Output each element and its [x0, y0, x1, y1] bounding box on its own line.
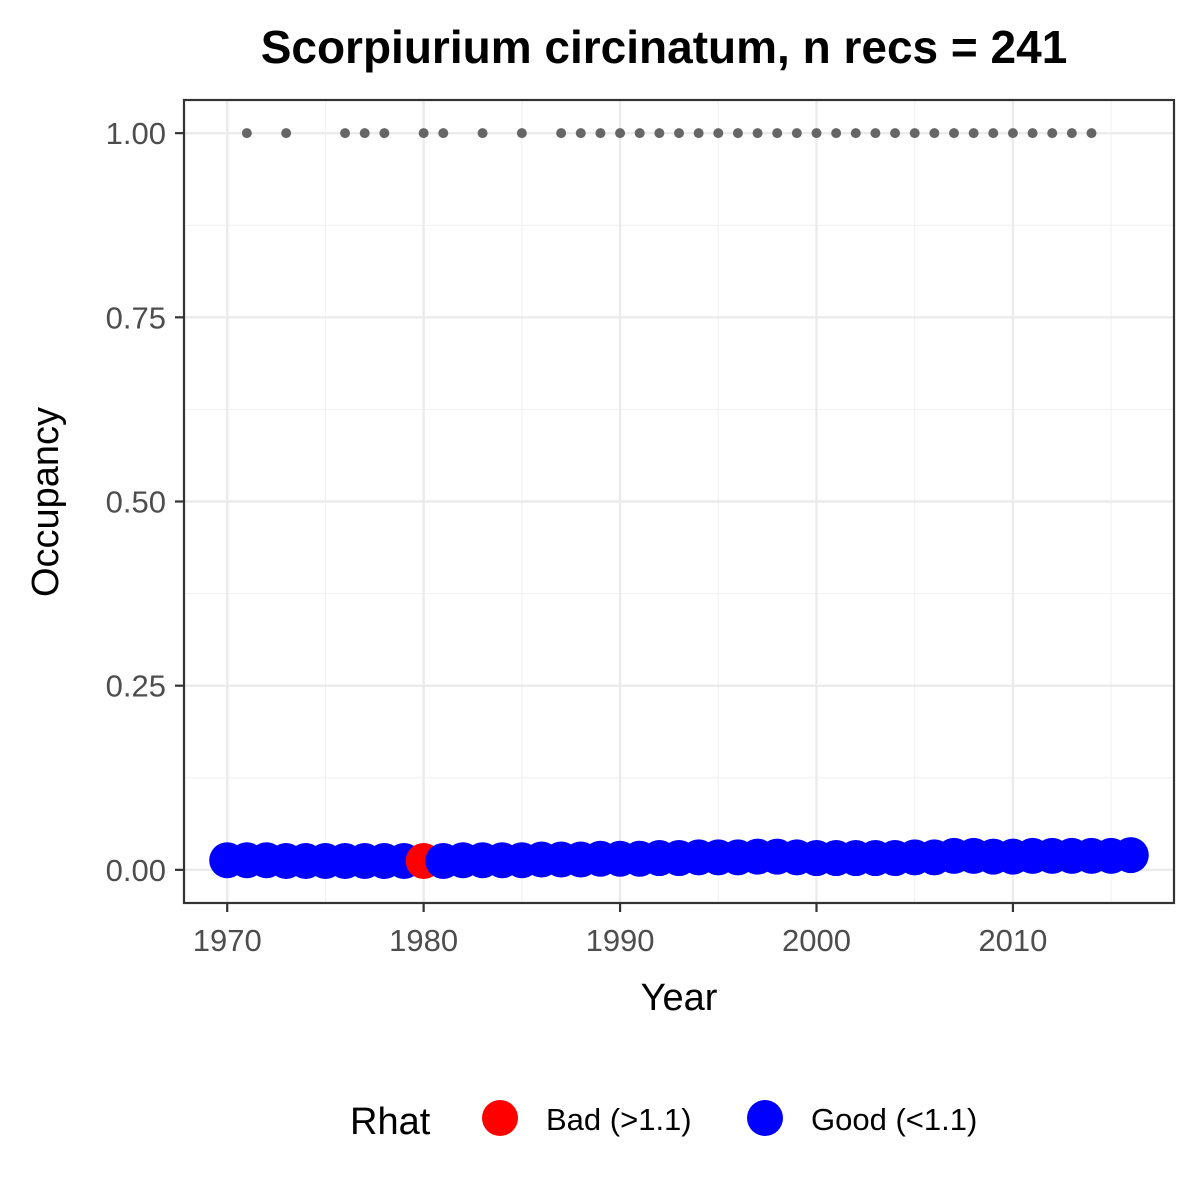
x-tick-label: 1980	[389, 923, 458, 958]
y-tick-label: 0.75	[106, 300, 166, 335]
record-point	[968, 128, 979, 139]
legend-title: Rhat	[350, 1101, 431, 1143]
axes: 1970 1980 1990 2000 2010 0.00 0.25 0.50 0.75 1.00	[106, 116, 1048, 958]
y-tick-label: 1.00	[106, 116, 166, 151]
x-tick-label: 2000	[782, 923, 851, 958]
record-point	[241, 128, 252, 139]
record-point	[516, 128, 527, 139]
legend-label-bad: Bad (>1.1)	[546, 1102, 692, 1137]
record-point	[1047, 128, 1058, 139]
y-tick-label: 0.25	[106, 669, 166, 704]
x-tick-label: 1970	[193, 923, 262, 958]
record-point	[732, 128, 743, 139]
record-point	[713, 128, 724, 139]
x-tick-label: 1990	[586, 923, 655, 958]
y-tick-label: 0.00	[106, 853, 166, 888]
legend-key-good	[747, 1100, 783, 1136]
record-point	[811, 128, 822, 139]
occupancy-point-good	[1112, 837, 1149, 874]
y-axis-title: Occupancy	[25, 407, 67, 597]
record-point	[988, 128, 999, 139]
record-point	[595, 128, 606, 139]
chart-title: Scorpiurium circinatum, n recs = 241	[261, 21, 1068, 73]
data-points	[209, 128, 1149, 880]
record-point	[418, 128, 429, 139]
record-point	[772, 128, 783, 139]
legend: Rhat Bad (>1.1) Good (<1.1)	[350, 1100, 977, 1143]
record-point	[693, 128, 704, 139]
record-point	[1027, 128, 1038, 139]
record-point	[791, 128, 802, 139]
record-point	[850, 128, 861, 139]
record-point	[654, 128, 665, 139]
record-point	[359, 128, 370, 139]
record-point	[1086, 128, 1097, 139]
x-tick-label: 2010	[978, 923, 1047, 958]
record-point	[890, 128, 901, 139]
record-point	[634, 128, 645, 139]
record-point	[340, 128, 351, 139]
x-axis-title: Year	[641, 977, 718, 1019]
record-point	[281, 128, 292, 139]
record-point	[831, 128, 842, 139]
legend-key-bad	[482, 1100, 518, 1136]
record-point	[556, 128, 567, 139]
record-point	[575, 128, 586, 139]
record-point	[477, 128, 488, 139]
record-point	[929, 128, 940, 139]
record-point	[909, 128, 920, 139]
record-point	[438, 128, 449, 139]
record-point	[615, 128, 626, 139]
record-point	[752, 128, 763, 139]
record-point	[870, 128, 881, 139]
record-point	[1007, 128, 1018, 139]
legend-label-good: Good (<1.1)	[811, 1102, 977, 1137]
record-point	[949, 128, 959, 139]
grid-lines	[184, 100, 1174, 903]
record-point	[1066, 128, 1077, 139]
y-tick-label: 0.50	[106, 485, 166, 520]
record-point	[379, 128, 390, 139]
record-point	[674, 128, 684, 139]
